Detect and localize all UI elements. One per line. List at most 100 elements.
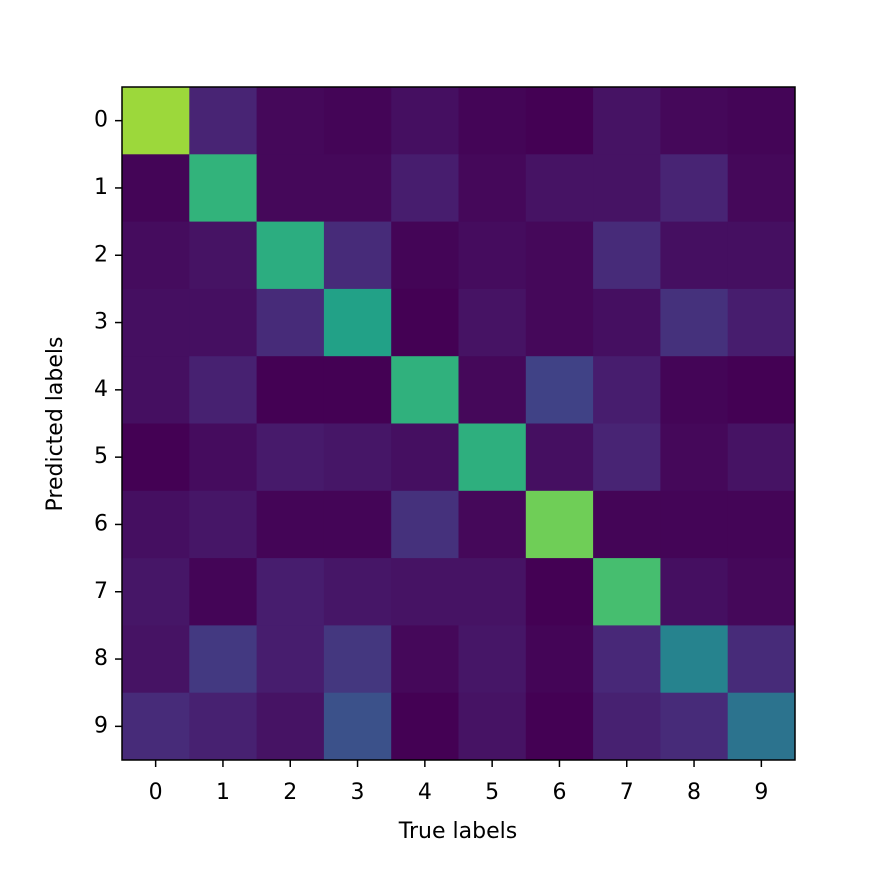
cell [458, 288, 527, 357]
x-tick-label: 0 [149, 780, 163, 805]
y-tick-label: 6 [94, 511, 108, 536]
x-tick-label: 2 [283, 780, 297, 805]
y-axis-label: Predicted labels [43, 337, 68, 512]
x-tick-label: 4 [418, 780, 432, 805]
cell [660, 625, 729, 694]
cell [458, 87, 527, 155]
cell [727, 423, 796, 492]
y-tick-label: 1 [94, 175, 108, 200]
cell [256, 356, 325, 424]
cell [660, 558, 729, 626]
cell [660, 692, 729, 761]
cell [256, 625, 325, 694]
y-tick-label: 8 [94, 646, 108, 671]
cell [391, 558, 459, 626]
cell [189, 692, 258, 761]
cell [189, 221, 258, 290]
cell [122, 356, 190, 424]
cell [391, 87, 459, 155]
cell [323, 625, 392, 694]
cell [323, 558, 392, 626]
cell [593, 221, 661, 290]
cell [727, 356, 796, 424]
cell [256, 423, 325, 492]
cell [122, 221, 190, 290]
cell [256, 692, 325, 761]
cell [727, 87, 796, 155]
x-tick-label: 5 [485, 780, 499, 805]
cell [525, 221, 594, 290]
cell [458, 221, 527, 290]
x-tick-label: 1 [216, 780, 230, 805]
cell [593, 154, 661, 223]
y-tick-label: 9 [94, 713, 108, 738]
cell [525, 558, 594, 626]
y-tick-label: 7 [94, 579, 108, 604]
cell [593, 490, 661, 559]
cell [525, 288, 594, 357]
cell [458, 625, 527, 694]
cell [525, 692, 594, 761]
y-tick-label: 2 [94, 242, 108, 267]
cell [391, 692, 459, 761]
cell [660, 490, 729, 559]
cell [256, 87, 325, 155]
cell [391, 221, 459, 290]
cell [323, 87, 392, 155]
cell [525, 356, 594, 424]
cell [525, 490, 594, 559]
cell [727, 490, 796, 559]
y-tick-label: 4 [94, 377, 108, 402]
x-tick-label: 3 [351, 780, 365, 805]
cell [660, 288, 729, 357]
cell [593, 87, 661, 155]
cell [189, 154, 258, 223]
cell [189, 625, 258, 694]
cell [593, 288, 661, 357]
cell [122, 87, 190, 155]
cell [525, 625, 594, 694]
x-axis-label: True labels [398, 819, 517, 844]
cell [323, 154, 392, 223]
cell [525, 87, 594, 155]
x-tick-label: 9 [754, 780, 768, 805]
cell [727, 154, 796, 223]
cell [122, 692, 190, 761]
cell [256, 288, 325, 357]
cell [458, 692, 527, 761]
cell [593, 423, 661, 492]
cell [391, 154, 459, 223]
cell [189, 423, 258, 492]
cell [727, 558, 796, 626]
cell [391, 625, 459, 694]
cell [391, 423, 459, 492]
cell [122, 288, 190, 357]
cell [593, 356, 661, 424]
cell [256, 490, 325, 559]
cell [727, 692, 796, 761]
cell [122, 154, 190, 223]
cell [323, 692, 392, 761]
y-tick-label: 5 [94, 444, 108, 469]
cell [189, 288, 258, 357]
cell [323, 221, 392, 290]
y-tick-label: 3 [94, 310, 108, 335]
x-tick-label: 7 [620, 780, 634, 805]
cell [391, 356, 459, 424]
cell [323, 356, 392, 424]
cell [660, 87, 729, 155]
cell [660, 221, 729, 290]
cell [122, 558, 190, 626]
cell [391, 288, 459, 357]
cell [525, 423, 594, 492]
cell [189, 87, 258, 155]
cell [256, 558, 325, 626]
cell [122, 423, 190, 492]
cell [189, 490, 258, 559]
x-tick-label: 6 [552, 780, 566, 805]
cell [727, 625, 796, 694]
cell [458, 423, 527, 492]
cell [323, 288, 392, 357]
